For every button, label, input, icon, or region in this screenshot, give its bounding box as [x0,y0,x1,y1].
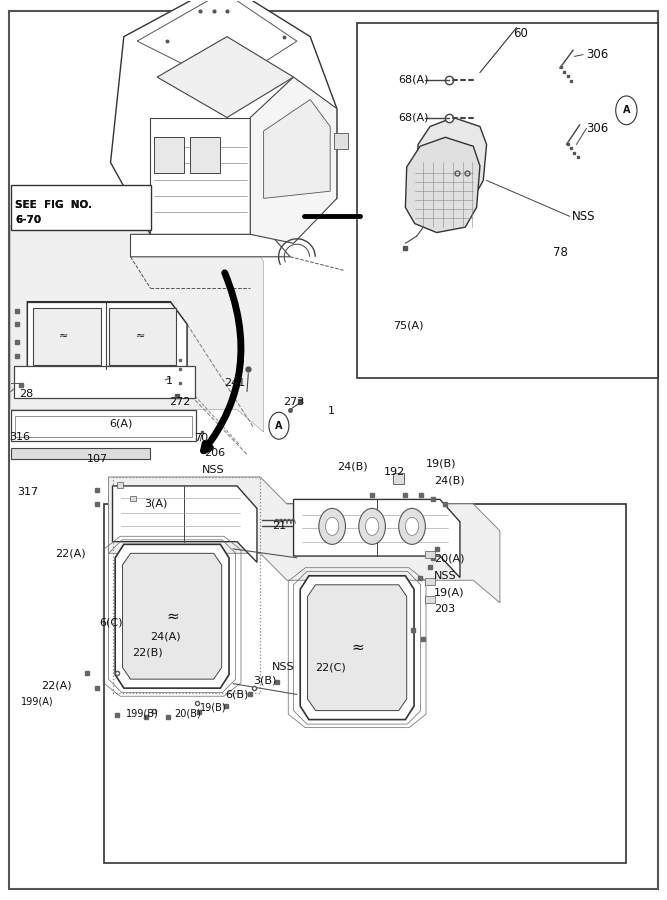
Text: 1: 1 [166,376,173,386]
Polygon shape [131,234,290,256]
Polygon shape [111,0,337,252]
Polygon shape [293,500,460,578]
Text: 6-70: 6-70 [15,215,41,225]
Text: SEE  FIG  NO.: SEE FIG NO. [15,200,92,210]
Text: NSS: NSS [202,464,225,475]
Text: 22(C): 22(C) [315,662,346,672]
Circle shape [406,518,419,536]
Text: 306: 306 [586,48,609,61]
Text: 21: 21 [272,521,286,531]
Text: 317: 317 [17,487,39,497]
Bar [154,138,183,173]
Text: A: A [622,105,630,115]
Polygon shape [417,118,487,202]
Text: 3(B): 3(B) [253,675,277,685]
Circle shape [399,508,426,544]
Text: 68(A): 68(A) [398,75,429,85]
Bar [14,366,195,398]
Circle shape [325,518,339,536]
Text: 6(A): 6(A) [109,418,133,428]
Text: ≈: ≈ [166,608,179,624]
Text: 75(A): 75(A) [394,321,424,331]
Text: 6-70: 6-70 [15,215,41,225]
Text: 22(B): 22(B) [132,647,163,657]
Bar [334,133,348,149]
Text: 60: 60 [513,27,528,40]
Text: 199(B): 199(B) [126,708,159,718]
Bar [109,308,176,364]
Bar [33,308,101,364]
Bar [426,551,436,558]
Circle shape [359,508,386,544]
Text: 19(B): 19(B) [426,458,456,469]
Bar [426,596,436,603]
Bar [117,482,123,488]
Text: 22(A): 22(A) [55,548,86,558]
Text: 203: 203 [434,604,455,614]
Text: 273: 273 [283,398,305,408]
Text: 107: 107 [87,454,108,464]
Text: 1: 1 [328,407,336,417]
Text: 306: 306 [586,122,609,135]
Text: 24(B): 24(B) [434,475,465,486]
Polygon shape [115,544,229,688]
Text: 6(C): 6(C) [99,617,123,627]
Bar [190,138,220,173]
Polygon shape [113,486,257,562]
Text: 22(A): 22(A) [41,680,71,690]
Circle shape [366,518,379,536]
Text: 20(B): 20(B) [173,708,201,718]
Text: ≈: ≈ [136,331,145,341]
Polygon shape [151,118,250,234]
Polygon shape [263,100,330,198]
Polygon shape [406,138,480,232]
Text: ≈: ≈ [59,331,69,341]
Circle shape [269,412,289,439]
Text: 192: 192 [384,466,405,477]
Bar [394,473,404,484]
Bar [11,410,195,441]
Polygon shape [157,37,293,118]
Text: A: A [275,420,283,431]
FancyArrowPatch shape [203,273,241,451]
Text: 78: 78 [553,246,568,259]
Text: 241: 241 [223,378,245,388]
Text: 316: 316 [9,432,30,443]
Bar [11,184,151,230]
Polygon shape [307,585,407,711]
Text: 6(B): 6(B) [225,689,249,699]
Text: 68(A): 68(A) [398,112,429,122]
Text: 28: 28 [19,390,33,400]
Circle shape [319,508,346,544]
Circle shape [616,96,637,125]
Polygon shape [11,225,263,432]
Bar [11,448,151,459]
Text: NSS: NSS [434,571,457,580]
Text: 24(B): 24(B) [337,461,368,472]
Text: ≈: ≈ [351,640,364,655]
Polygon shape [123,554,221,680]
Text: 24(A): 24(A) [151,632,181,642]
Bar [15,416,191,436]
Text: 3(A): 3(A) [144,499,167,508]
Polygon shape [27,302,187,392]
Text: 206: 206 [204,447,225,458]
Bar [357,23,658,378]
Bar [104,504,626,863]
Text: SEE  FIG  NO.: SEE FIG NO. [15,200,92,210]
Text: 199(A): 199(A) [21,697,53,706]
Polygon shape [300,576,414,720]
Text: 70: 70 [194,433,209,444]
Text: NSS: NSS [272,662,295,672]
Text: 19(B): 19(B) [200,702,227,712]
Text: 19(A): 19(A) [434,588,464,598]
Text: NSS: NSS [572,210,595,223]
Text: 272: 272 [169,398,191,408]
Text: 20(A): 20(A) [434,554,464,563]
Bar [131,496,136,501]
Polygon shape [250,77,337,243]
Bar [426,578,436,585]
Polygon shape [109,477,500,603]
